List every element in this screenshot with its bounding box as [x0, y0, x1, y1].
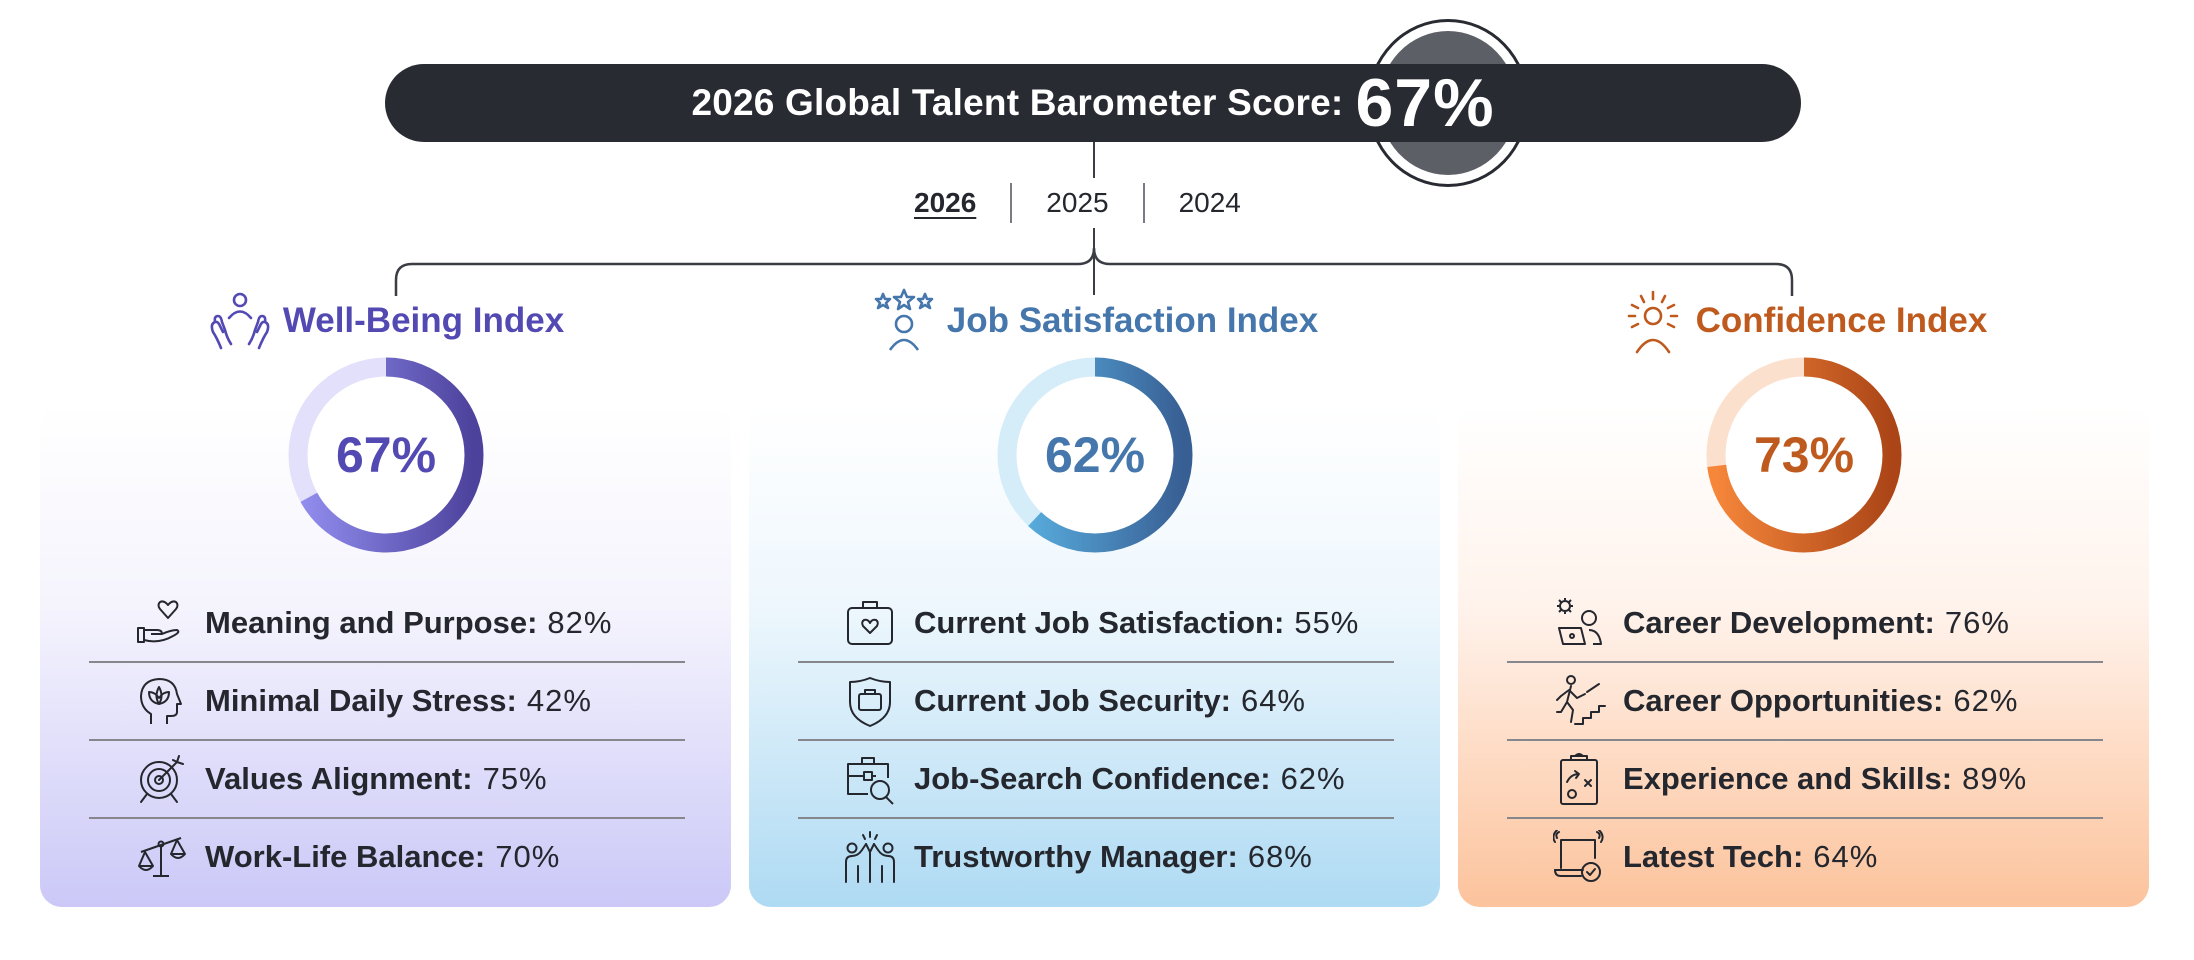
donut-value: 67%	[335, 427, 437, 483]
list-item: Work-Life Balance: 70%	[89, 819, 685, 895]
target-arrow-icon	[140, 755, 184, 803]
heart-in-hand-icon	[137, 600, 180, 643]
list-item: Trustworthy Manager: 68%	[798, 819, 1394, 895]
section-header: Confidence Index	[1449, 288, 2158, 354]
score-banner	[385, 64, 1801, 142]
confidence-donut-chart	[1706, 357, 1902, 553]
section-title: Job Satisfaction Index	[946, 301, 1319, 340]
laptop-check-icon	[1553, 830, 1604, 882]
list-item: Latest Tech: 64%	[1507, 819, 2103, 895]
year-tabs: 2026 2025 2024	[880, 178, 1330, 228]
list-item: Current Job Security: 64%	[798, 663, 1394, 741]
person-stars-icon	[874, 288, 934, 351]
shield-briefcase-icon	[849, 677, 891, 727]
lotus-head-icon	[140, 678, 182, 724]
list-item: Experience and Skills: 89%	[1507, 741, 2103, 819]
high-five-icon	[845, 831, 895, 883]
tab-2026[interactable]: 2026	[914, 187, 977, 218]
metrics-list: Career Development: 76% Career Opportuni…	[1507, 585, 2103, 895]
briefcase-search-icon	[847, 757, 894, 805]
section-title: Well-Being Index	[282, 301, 565, 340]
clipboard-strategy-icon	[1560, 753, 1598, 805]
list-item: Current Job Satisfaction: 55%	[798, 585, 1394, 663]
list-item: Values Alignment: 75%	[89, 741, 685, 819]
tab-2024[interactable]: 2024	[1178, 187, 1241, 218]
tab-2025[interactable]: 2025	[1046, 187, 1109, 218]
person-in-hands-icon	[210, 292, 270, 350]
person-radiant-icon	[1627, 290, 1678, 354]
metrics-list: Current Job Satisfaction: 55% Current Jo…	[798, 585, 1394, 895]
list-item: Career Development: 76%	[1507, 585, 2103, 663]
list-item: Job-Search Confidence: 62%	[798, 741, 1394, 819]
job-satisfaction-donut-chart	[997, 357, 1193, 553]
section-header: Well-Being Index	[31, 288, 740, 354]
donut-value: 62%	[1044, 427, 1146, 483]
person-climbing-stairs-icon	[1556, 675, 1606, 725]
section-title: Confidence Index	[1695, 301, 1988, 340]
connector-bracket	[394, 142, 1794, 296]
donut-value: 73%	[1753, 427, 1855, 483]
list-item: Career Opportunities: 62%	[1507, 663, 2103, 741]
banner-title: 2026 Global Talent Barometer Score:	[691, 82, 1344, 123]
balance-scale-icon	[138, 837, 186, 877]
metrics-list: Meaning and Purpose: 82% Minimal Daily S…	[89, 585, 685, 895]
tab-divider	[1010, 183, 1013, 223]
score-banner-text: 2026 Global Talent Barometer Score: 67%	[385, 64, 1801, 142]
briefcase-heart-icon	[847, 601, 893, 645]
section-header: Job Satisfaction Index	[740, 288, 1449, 354]
well-being-donut-chart	[288, 357, 484, 553]
list-item: Meaning and Purpose: 82%	[89, 585, 685, 663]
person-gear-laptop-icon	[1557, 598, 1602, 645]
tab-divider	[1142, 183, 1145, 223]
list-item: Minimal Daily Stress: 42%	[89, 663, 685, 741]
global-score: 67%	[1355, 65, 1495, 141]
